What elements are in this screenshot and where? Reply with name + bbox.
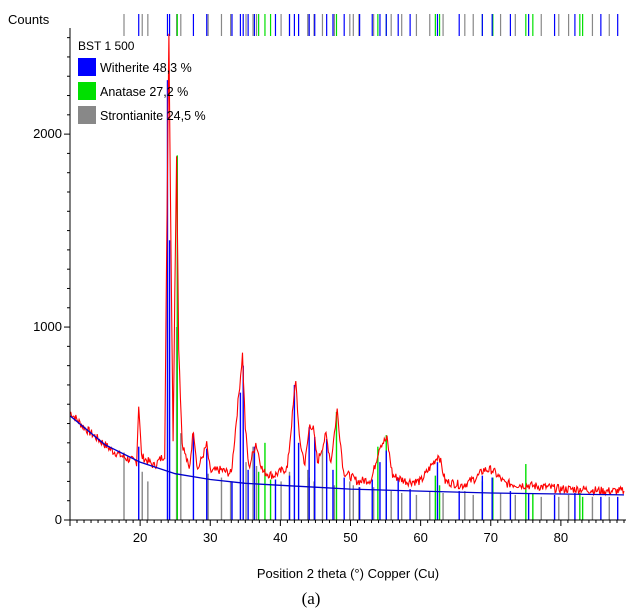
x-tick-label-70: 70 [484, 530, 498, 545]
legend-title: BST 1 500 [78, 39, 135, 53]
phase-reference-strip [123, 14, 619, 36]
series-background [69, 415, 625, 496]
x-tick-label-40: 40 [273, 530, 287, 545]
x-axis-label: Position 2 theta (°) Copper (Cu) [257, 566, 439, 581]
x-tick-label-30: 30 [203, 530, 217, 545]
y-tick-label-1000: 1000 [33, 319, 62, 334]
x-tick-label-20: 20 [133, 530, 147, 545]
legend-swatch-strontianite [78, 106, 96, 124]
x-tick-label-80: 80 [554, 530, 568, 545]
series-measured [69, 33, 625, 497]
legend-label-witherite: Witherite 48,3 % [100, 61, 192, 75]
tick-layer: 20 30 40 50 60 70 80 0 1000 2000 [33, 37, 625, 545]
figure-caption: (a) [302, 589, 321, 608]
y-tick-label-0: 0 [55, 512, 62, 527]
phase-drop-lines [123, 80, 619, 520]
y-tick-label-2000: 2000 [33, 126, 62, 141]
series-layer [69, 33, 625, 497]
legend-label-anatase: Anatase 27,2 % [100, 85, 188, 99]
y-axis-label: Counts [8, 12, 50, 27]
legend-swatch-anatase [78, 82, 96, 100]
x-tick-label-60: 60 [413, 530, 427, 545]
legend: BST 1 500 Witherite 48,3 % Anatase 27,2 … [78, 39, 206, 124]
axes [69, 28, 626, 521]
legend-label-strontianite: Strontianite 24,5 % [100, 109, 206, 123]
x-tick-label-50: 50 [343, 530, 357, 545]
legend-swatch-witherite [78, 58, 96, 76]
